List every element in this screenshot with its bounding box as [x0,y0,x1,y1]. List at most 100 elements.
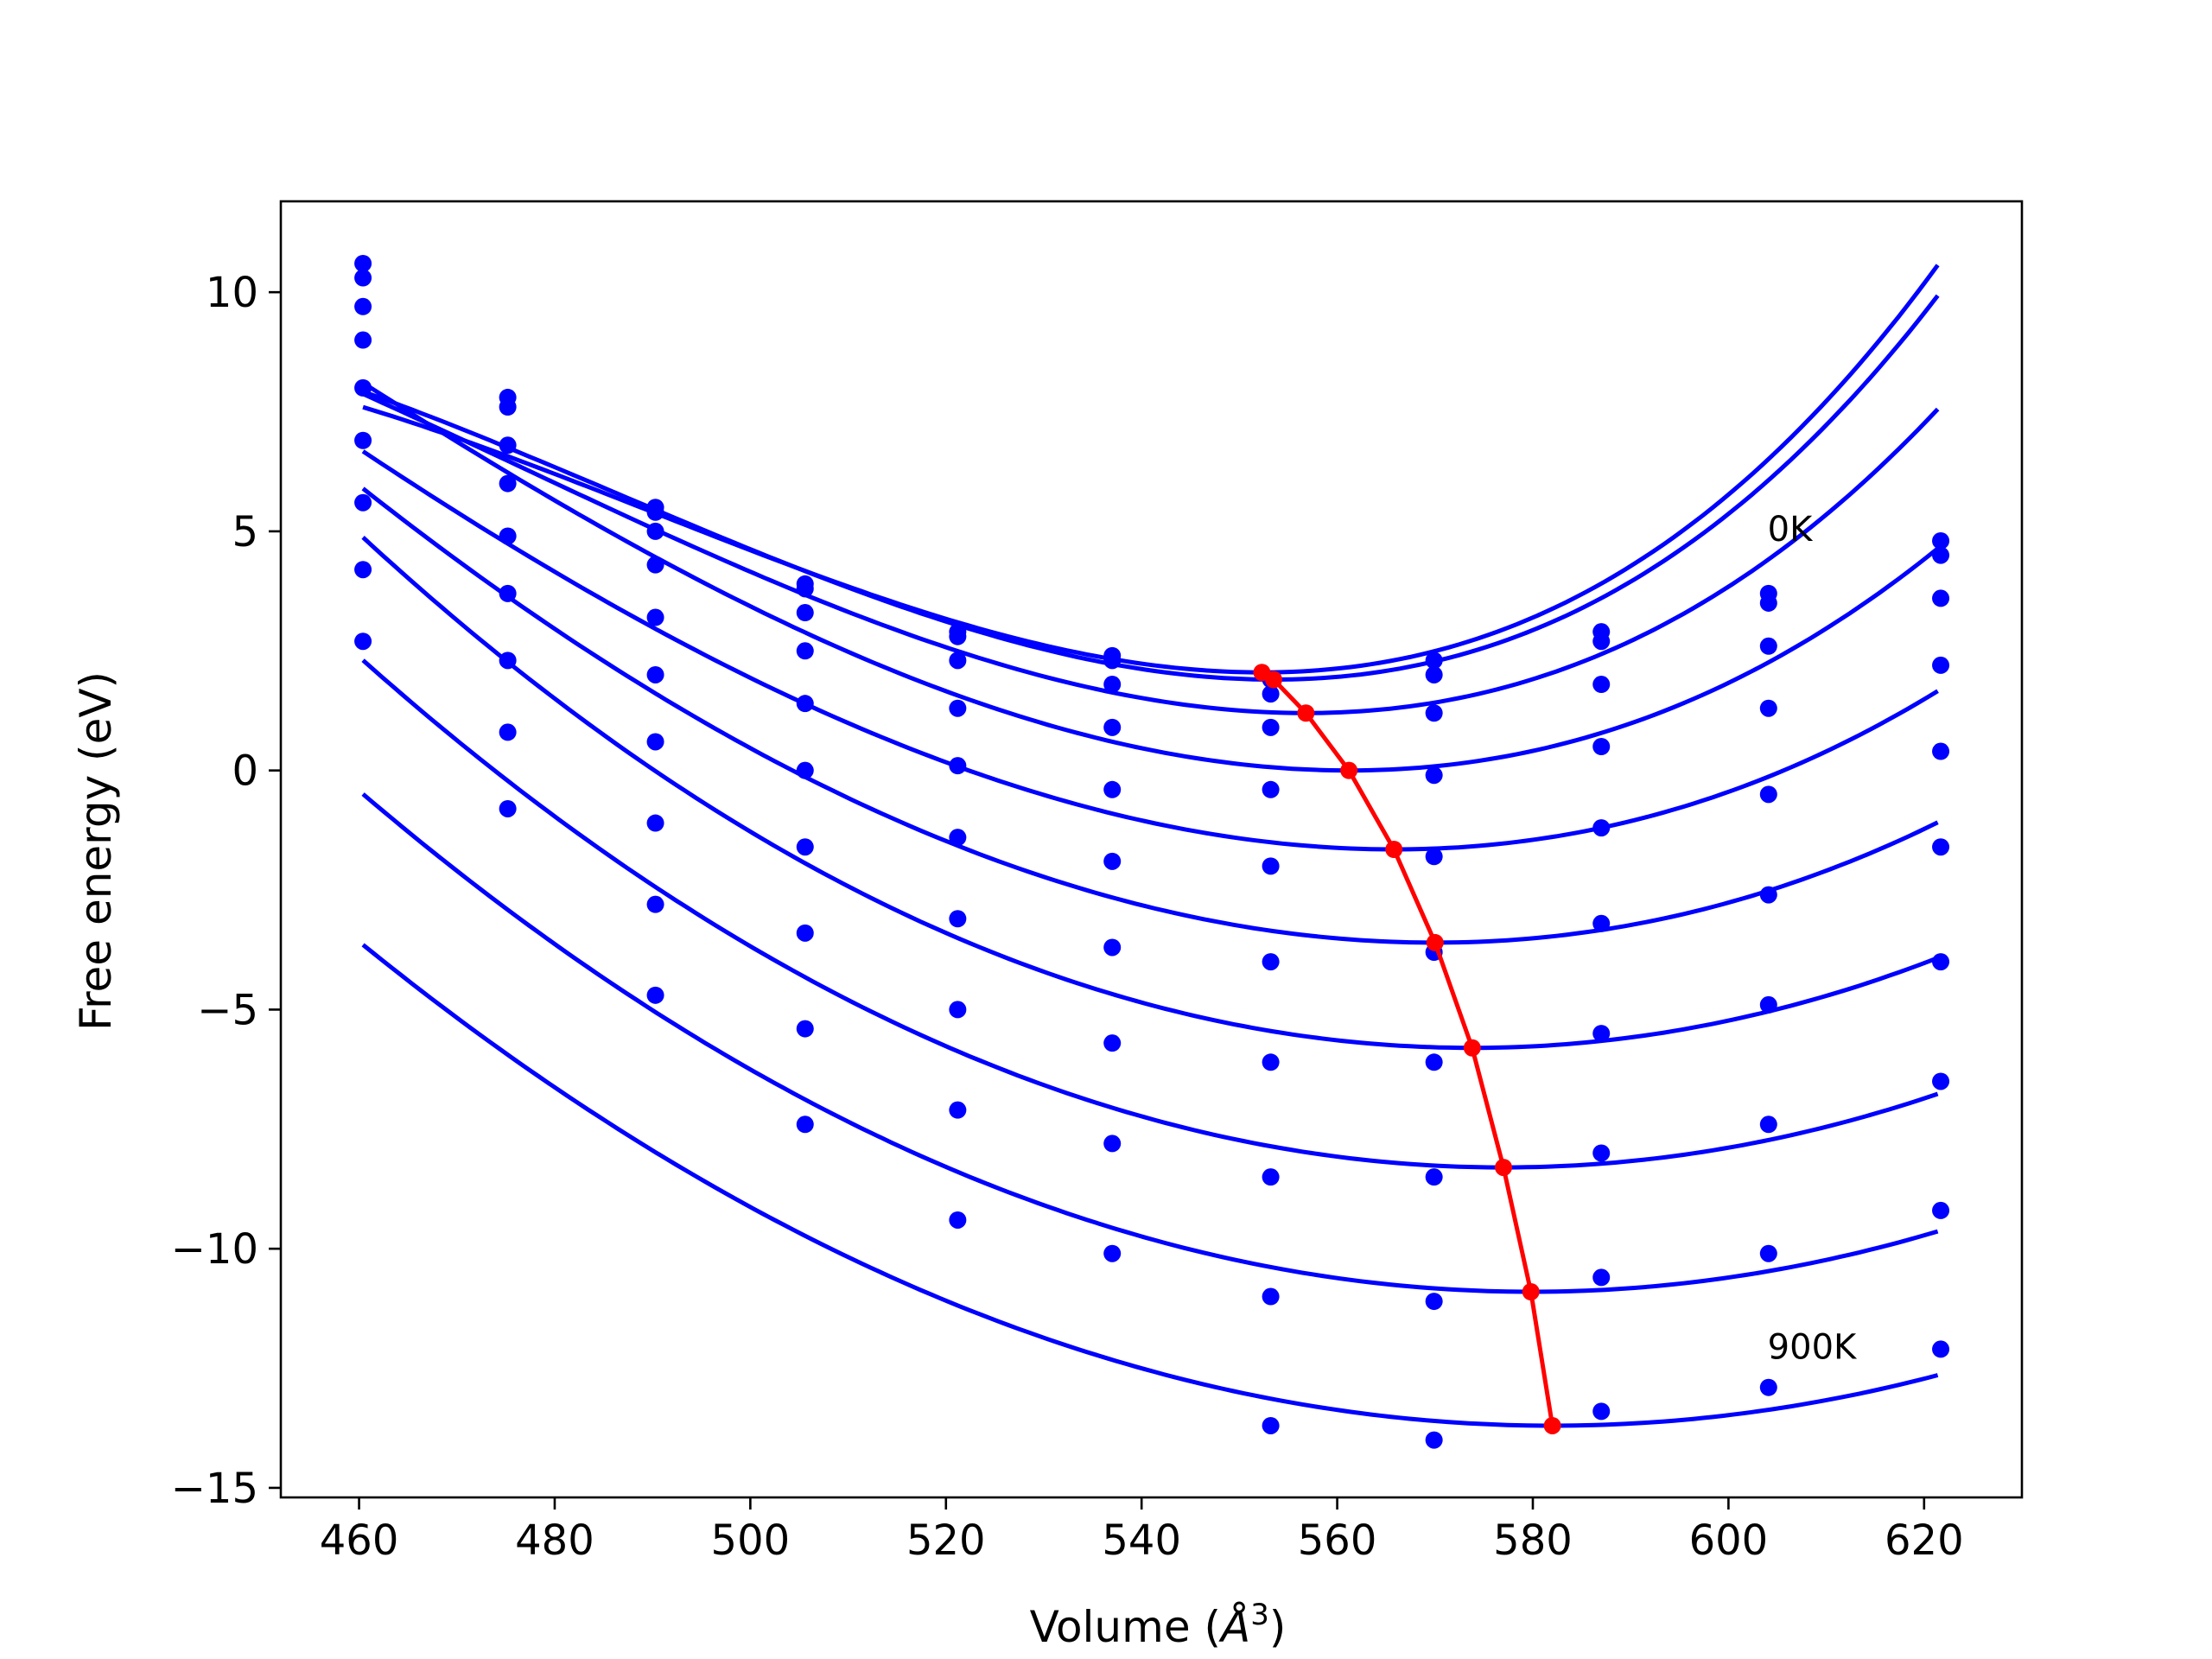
data-point [354,269,372,287]
data-point [1759,1378,1777,1396]
temperature-annotation: 0K [1768,510,1814,550]
data-point [1103,1135,1122,1153]
data-point [1103,780,1122,798]
data-point [646,895,664,913]
data-point [354,431,372,449]
y-axis-label: Free energy (eV) [71,671,121,1031]
data-point [499,398,517,416]
data-point [1425,665,1443,683]
fit-curve-0 [362,264,1940,675]
data-point [1932,531,1950,550]
data-point [796,580,814,598]
data-point [949,627,967,645]
data-point [1262,1053,1280,1071]
data-point [1262,718,1280,736]
data-point [1759,1244,1777,1262]
data-point [949,757,967,775]
plot-frame [279,200,2024,1499]
data-point [499,799,517,817]
data-point [1759,699,1777,717]
data-point [1932,656,1950,674]
x-tick-label: 500 [711,1516,791,1565]
data-point [354,254,372,272]
minimum-point [1340,761,1358,779]
data-point [796,642,814,660]
data-point [1103,676,1122,694]
data-point [499,474,517,493]
data-point [1425,1053,1443,1071]
data-point [1103,852,1122,870]
data-point [1425,1293,1443,1311]
data-point [1932,838,1950,856]
data-point [1932,546,1950,564]
data-point [1592,1268,1611,1287]
minimum-point [1543,1416,1561,1434]
data-point [1592,632,1611,651]
data-point [1592,819,1611,837]
data-point [1262,1168,1280,1186]
minimum-point [1265,671,1283,689]
x-tick-label: 560 [1298,1516,1377,1565]
data-point [1759,995,1777,1014]
data-point [796,1020,814,1038]
data-point [1103,1244,1122,1262]
data-point [1262,953,1280,971]
data-point [796,761,814,779]
data-point [499,652,517,670]
data-point [1592,914,1611,932]
minimum-point [1495,1159,1513,1177]
fit-curve-5 [361,486,1939,945]
data-point [1103,718,1122,736]
data-point [354,493,372,512]
data-point [949,1101,967,1119]
x-tick-label: 620 [1885,1516,1964,1565]
fit-curve-7 [361,658,1939,1170]
data-point [1932,953,1950,971]
x-tick-label: 580 [1493,1516,1573,1565]
data-point [1932,589,1950,607]
data-point [1262,1287,1280,1306]
y-tick-label: −5 [197,986,258,1034]
data-points [354,254,1950,1449]
data-point [949,699,967,717]
data-point [796,838,814,856]
data-point [646,522,664,540]
y-tick-label: 5 [232,508,258,556]
minimum-point [1385,841,1403,858]
y-tick-label: −10 [171,1225,258,1274]
x-axis-ticks: 460 480 500 520 540 560 580 600 620 [320,1497,1964,1565]
data-point [354,331,372,349]
data-point [1425,652,1443,670]
y-axis-ticks: −15 −10 −5 0 5 10 [171,269,281,1513]
minimum-point [1426,933,1444,951]
data-point [646,814,664,832]
data-point [1932,1201,1950,1219]
data-point [1932,1340,1950,1358]
data-point [646,665,664,683]
data-point [1759,1116,1777,1134]
fit-curve-9 [361,943,1939,1428]
data-point [1759,594,1777,612]
data-point [1425,848,1443,866]
data-point [499,527,517,545]
minimum-point [1297,704,1315,722]
data-point [1592,1402,1611,1421]
data-point [949,1001,967,1019]
data-point [949,829,967,847]
minima-line [1261,671,1555,1427]
data-point [1262,857,1280,875]
x-tick-label: 600 [1689,1516,1769,1565]
data-point [949,910,967,928]
temperature-annotation: 900K [1768,1327,1858,1367]
data-point [354,297,372,315]
data-point [354,378,372,397]
x-tick-label: 540 [1102,1516,1181,1565]
data-point [1759,886,1777,904]
data-point [1592,676,1611,694]
minimum-point [1522,1282,1540,1300]
data-point [1262,780,1280,798]
data-point [1759,637,1777,655]
data-point [796,1116,814,1134]
